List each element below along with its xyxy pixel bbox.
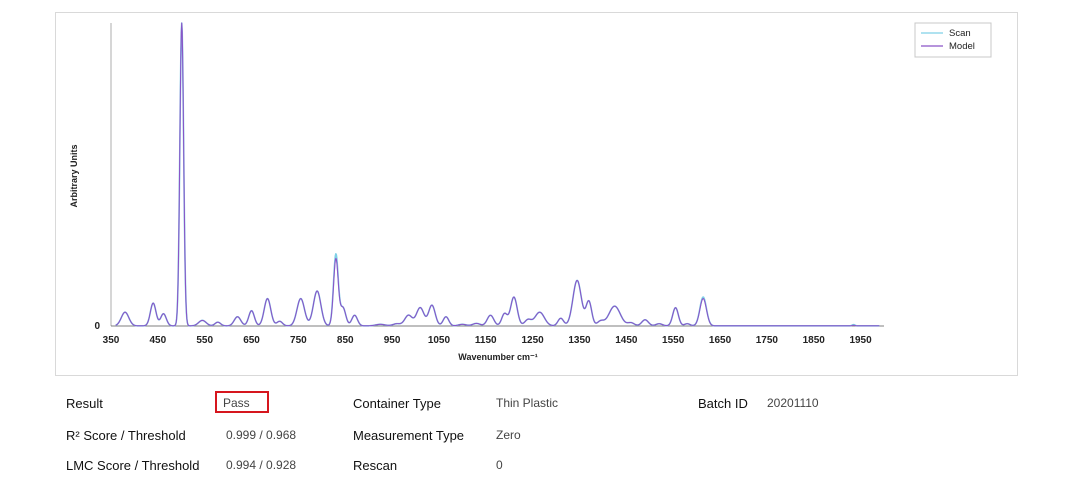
lmc-value: 0.994 / 0.928: [226, 458, 297, 472]
x-tick-label: 1150: [475, 335, 497, 346]
legend-box: [914, 22, 992, 58]
r2-value: 0.999 / 0.968: [226, 428, 297, 442]
measurement-type-value: Zero: [496, 428, 521, 442]
x-tick-label: 1850: [803, 335, 826, 346]
x-tick-label: 1450: [615, 335, 638, 346]
x-tick-label: 1650: [709, 335, 732, 346]
container-type-label: Container Type: [353, 396, 441, 411]
x-tick-label: 1250: [522, 335, 545, 346]
chart-series: [115, 22, 880, 327]
batch-id-label: Batch ID: [698, 396, 748, 411]
x-axis-title: Wavenumber cm⁻¹: [458, 352, 537, 362]
r2-label: R² Score / Threshold: [66, 428, 186, 443]
legend-label-scan: Scan: [949, 28, 971, 39]
x-tick-label: 1750: [756, 335, 779, 346]
batch-id-value: 20201110: [767, 396, 819, 410]
y-axis-title: Arbitrary Units: [69, 144, 79, 207]
y-tick-labels: 0: [94, 321, 100, 332]
result-label: Result: [66, 396, 103, 411]
series-line-model: [115, 22, 880, 327]
lmc-label: LMC Score / Threshold: [66, 458, 200, 473]
measurement-type-label: Measurement Type: [353, 428, 465, 443]
chart-axes: [110, 23, 884, 327]
spectrum-chart: 350 450 550 650 750 850 950 1050 1150 1250 1350 145…: [69, 22, 992, 362]
result-value: Pass: [223, 396, 250, 410]
x-tick-label: 450: [150, 335, 167, 346]
x-tick-label: 1950: [849, 335, 872, 346]
rescan-value: 0: [496, 458, 503, 472]
x-tick-label: 1550: [662, 335, 685, 346]
y-tick-label: 0: [94, 321, 100, 332]
spectrum-chart-panel: 350 450 550 650 750 850 950 1050 1150 1250 1350 145…: [55, 12, 1018, 376]
container-type-value: Thin Plastic: [496, 396, 559, 410]
x-tick-label: 1350: [568, 335, 591, 346]
x-tick-label: 1050: [428, 335, 451, 346]
legend-label-model: Model: [949, 41, 975, 52]
x-tick-label: 650: [243, 335, 260, 346]
x-tick-label: 550: [196, 335, 213, 346]
rescan-label: Rescan: [353, 458, 398, 473]
x-tick-label: 950: [384, 335, 401, 346]
chart-legend: Scan Model: [914, 22, 992, 58]
x-tick-label: 750: [290, 335, 307, 346]
x-tick-label: 850: [337, 335, 354, 346]
x-tick-label: 350: [103, 335, 120, 346]
series-line-scan: [115, 22, 880, 327]
x-tick-labels: 350 450 550 650 750 850 950 1050 1150 1250 1350 145…: [103, 335, 872, 346]
